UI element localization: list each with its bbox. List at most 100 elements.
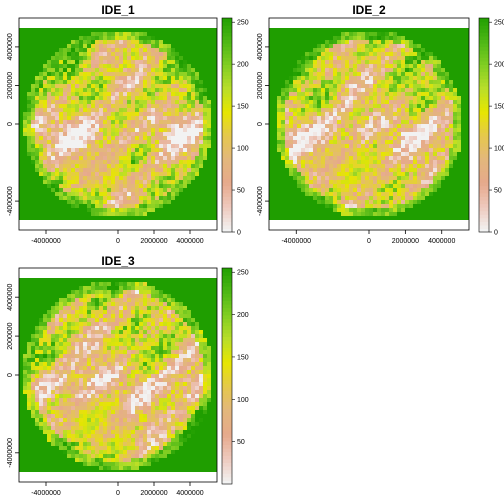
raster-cell [337,204,341,208]
raster-cell [119,76,123,80]
raster-cell [79,294,83,298]
raster-cell [345,40,349,44]
raster-cell [183,382,187,386]
raster-cell [317,100,321,104]
raster-cell [151,36,155,40]
raster-cell [95,68,99,72]
legend-swatch [479,25,489,30]
raster-cell [385,112,389,116]
raster-cell [115,334,119,338]
raster-cell [373,196,377,200]
raster-cell [325,200,329,204]
raster-cell [79,204,83,208]
raster-cell [297,116,301,120]
raster-cell [71,310,75,314]
raster-cell [171,72,175,76]
raster-cell [305,76,309,80]
raster-cell [135,326,139,330]
raster-cell [151,382,155,386]
x-tick-label: 4000000 [428,238,455,245]
raster-cell [385,144,389,148]
raster-cell [103,116,107,120]
raster-cell [155,378,159,382]
raster-cell [373,48,377,52]
raster-cell [43,350,47,354]
raster-cell [179,76,183,80]
raster-cell [397,196,401,200]
raster-cell [183,402,187,406]
raster-cell [131,366,135,370]
raster-cell [159,96,163,100]
raster-cell [167,338,171,342]
raster-cell [135,156,139,160]
raster-cell [329,64,333,68]
raster-cell [341,36,345,40]
raster-cell [123,184,127,188]
raster-cell [147,88,151,92]
raster-cell [95,414,99,418]
raster-cell [179,374,183,378]
raster-cell [373,156,377,160]
raster-cell [449,108,453,112]
raster-cell [425,72,429,76]
raster-cell [321,152,325,156]
raster-cell [115,116,119,120]
raster-cell [123,310,127,314]
raster-cell [297,64,301,68]
raster-cell [179,302,183,306]
raster-cell [123,318,127,322]
raster-cell [139,286,143,290]
raster-cell [449,96,453,100]
legend-swatch [479,167,489,172]
raster-cell [75,164,79,168]
raster-cell [361,168,365,172]
raster-cell [71,410,75,414]
raster-cell [87,68,91,72]
raster-cell [163,394,167,398]
raster-cell [425,124,429,128]
raster-cell [91,152,95,156]
raster-cell [203,144,207,148]
raster-cell [171,382,175,386]
raster-cell [377,128,381,132]
raster-cell [361,156,365,160]
raster-cell [409,56,413,60]
raster-cell [55,152,59,156]
raster-cell [183,184,187,188]
raster-cell [453,124,457,128]
raster-cell [317,104,321,108]
raster-cell [99,116,103,120]
raster-cell [107,188,111,192]
raster-cell [115,196,119,200]
raster-cell [35,326,39,330]
raster-cell [317,164,321,168]
raster-cell [433,80,437,84]
raster-cell [163,346,167,350]
raster-cell [317,172,321,176]
raster-cell [123,326,127,330]
raster-cell [119,104,123,108]
raster-cell [413,156,417,160]
raster-cell [421,124,425,128]
raster-cell [63,410,67,414]
raster-cell [47,128,51,132]
raster-cell [143,76,147,80]
raster-cell [341,76,345,80]
raster-cell [301,84,305,88]
raster-cell [175,354,179,358]
raster-cell [393,80,397,84]
raster-cell [199,362,203,366]
legend-tick-label: 100 [237,146,249,153]
raster-cell [43,390,47,394]
y-tick-label: 4000000 [7,33,14,60]
raster-cell [421,92,425,96]
raster-cell [131,88,135,92]
raster-cell [71,386,75,390]
raster-cell [35,116,39,120]
raster-cell [59,140,63,144]
raster-cell [127,382,131,386]
raster-cell [163,314,167,318]
raster-cell [171,76,175,80]
raster-cell [131,148,135,152]
raster-cell [337,84,341,88]
